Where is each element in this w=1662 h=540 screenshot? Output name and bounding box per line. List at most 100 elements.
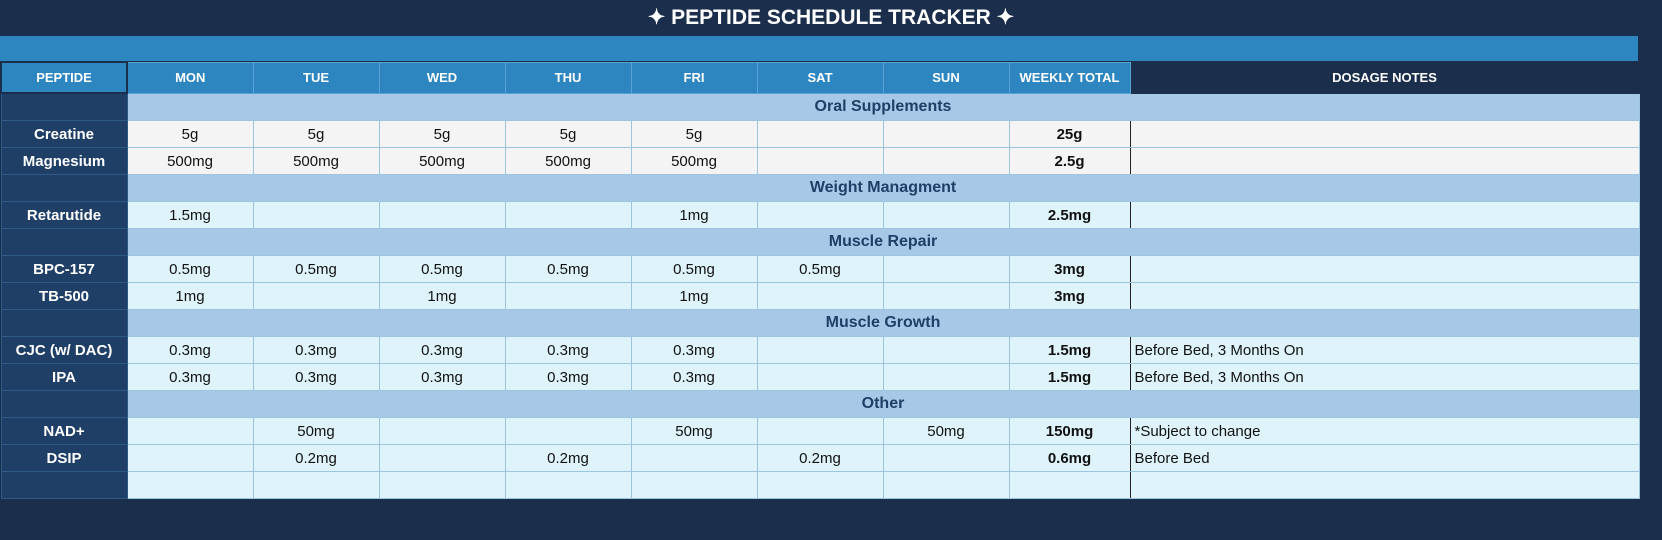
dose-cell: 0.2mg	[252, 444, 380, 472]
dose-cell	[252, 471, 380, 499]
data-row: Magnesium 500mg 500mg 500mg 500mg 500mg 2.5g	[0, 147, 1640, 175]
column-header: WED	[378, 61, 506, 94]
dose-cell: 0.2mg	[756, 444, 884, 472]
weekly-total: 1.5mg	[1008, 336, 1131, 364]
dose-cell	[756, 363, 884, 391]
data-row: NAD+ 50mg 50mg 50mg 150mg *Subject to change	[0, 417, 1640, 445]
dose-cell	[126, 471, 254, 499]
section-row: Oral Supplements	[0, 92, 1640, 121]
weekly-total: 2.5g	[1008, 147, 1131, 175]
dose-cell	[882, 363, 1010, 391]
dose-cell	[882, 471, 1010, 499]
weekly-total: 2.5mg	[1008, 201, 1131, 229]
section-row: Muscle Repair	[0, 228, 1640, 256]
dose-cell	[630, 444, 758, 472]
dose-cell: 1mg	[630, 282, 758, 310]
peptide-name: Retarutide	[0, 201, 128, 229]
dose-cell: 0.5mg	[756, 255, 884, 283]
peptide-cell	[0, 92, 128, 121]
dose-cell: 0.3mg	[252, 363, 380, 391]
dose-cell: 500mg	[630, 147, 758, 175]
schedule-table: PEPTIDE MON TUE WED THU FRI SAT SUN WEEKLY TOTAL…	[0, 61, 1640, 499]
dose-cell: 5g	[630, 120, 758, 148]
dose-cell	[882, 201, 1010, 229]
section-title: Muscle Growth	[126, 309, 1640, 337]
dosage-note: *Subject to change	[1129, 417, 1640, 445]
dose-cell	[756, 336, 884, 364]
weekly-total: 3mg	[1008, 255, 1131, 283]
dose-cell	[882, 336, 1010, 364]
data-row: CJC (w/ DAC) 0.3mg 0.3mg 0.3mg 0.3mg 0.3mg 1.5…	[0, 336, 1640, 364]
empty-row	[0, 471, 1640, 499]
dose-cell	[756, 282, 884, 310]
peptide-name: BPC-157	[0, 255, 128, 283]
dose-cell	[126, 417, 254, 445]
dose-cell	[882, 282, 1010, 310]
weekly-total	[1008, 471, 1131, 499]
weekly-total: 150mg	[1008, 417, 1131, 445]
weekly-total: 1.5mg	[1008, 363, 1131, 391]
dosage-note	[1129, 147, 1640, 175]
peptide-name: CJC (w/ DAC)	[0, 336, 128, 364]
dose-cell: 0.3mg	[630, 363, 758, 391]
dose-cell: 0.3mg	[126, 363, 254, 391]
dose-cell: 50mg	[630, 417, 758, 445]
dose-cell: 1mg	[378, 282, 506, 310]
dose-cell: 500mg	[378, 147, 506, 175]
dose-cell: 500mg	[126, 147, 254, 175]
data-row: Creatine 5g 5g 5g 5g 5g 25g	[0, 120, 1640, 148]
data-row: BPC-157 0.5mg 0.5mg 0.5mg 0.5mg 0.5mg 0.5mg 3mg	[0, 255, 1640, 283]
dose-cell: 1.5mg	[126, 201, 254, 229]
dose-cell: 0.5mg	[630, 255, 758, 283]
dose-cell: 0.3mg	[126, 336, 254, 364]
dose-cell: 50mg	[882, 417, 1010, 445]
dosage-note	[1129, 201, 1640, 229]
column-header: PEPTIDE	[0, 61, 128, 94]
dose-cell	[630, 471, 758, 499]
dose-cell: 0.3mg	[378, 336, 506, 364]
title: PEPTIDE SCHEDULE TRACKER	[671, 6, 991, 29]
dose-cell: 0.3mg	[630, 336, 758, 364]
peptide-cell	[0, 471, 128, 499]
table-body: PEPTIDE MON TUE WED THU FRI SAT SUN WEEKLY TOTAL…	[0, 61, 1640, 499]
dose-cell	[378, 417, 506, 445]
dose-cell: 0.3mg	[504, 363, 632, 391]
dose-cell: 0.2mg	[504, 444, 632, 472]
section-row: Muscle Growth	[0, 309, 1640, 337]
peptide-name: IPA	[0, 363, 128, 391]
dose-cell	[378, 201, 506, 229]
title-bar: ✦ PEPTIDE SCHEDULE TRACKER ✦	[647, 6, 1015, 29]
column-header: SUN	[882, 61, 1010, 94]
column-header: MON	[126, 61, 254, 94]
weekly-total: 25g	[1008, 120, 1131, 148]
weekly-total: 3mg	[1008, 282, 1131, 310]
dose-cell	[756, 201, 884, 229]
dose-cell: 1mg	[630, 201, 758, 229]
dose-cell	[504, 471, 632, 499]
dose-cell: 5g	[378, 120, 506, 148]
dose-cell	[504, 201, 632, 229]
dose-cell: 50mg	[252, 417, 380, 445]
section-row: Other	[0, 390, 1640, 418]
section-title: Oral Supplements	[126, 92, 1640, 121]
peptide-name: Magnesium	[0, 147, 128, 175]
dose-cell: 500mg	[252, 147, 380, 175]
dose-cell	[882, 147, 1010, 175]
dose-cell	[882, 120, 1010, 148]
column-header: SAT	[756, 61, 884, 94]
dose-cell: 5g	[504, 120, 632, 148]
column-header: DOSAGE NOTES	[1129, 61, 1640, 94]
header-strip	[0, 36, 1638, 61]
column-header: WEEKLY TOTAL	[1008, 61, 1131, 94]
data-row: TB-500 1mg 1mg 1mg 3mg	[0, 282, 1640, 310]
peptide-name: DSIP	[0, 444, 128, 472]
dose-cell	[756, 147, 884, 175]
dosage-note	[1129, 282, 1640, 310]
dose-cell	[756, 417, 884, 445]
peptide-cell	[0, 228, 128, 256]
column-header: FRI	[630, 61, 758, 94]
dose-cell: 0.5mg	[378, 255, 506, 283]
dose-cell: 5g	[126, 120, 254, 148]
dose-cell	[378, 444, 506, 472]
